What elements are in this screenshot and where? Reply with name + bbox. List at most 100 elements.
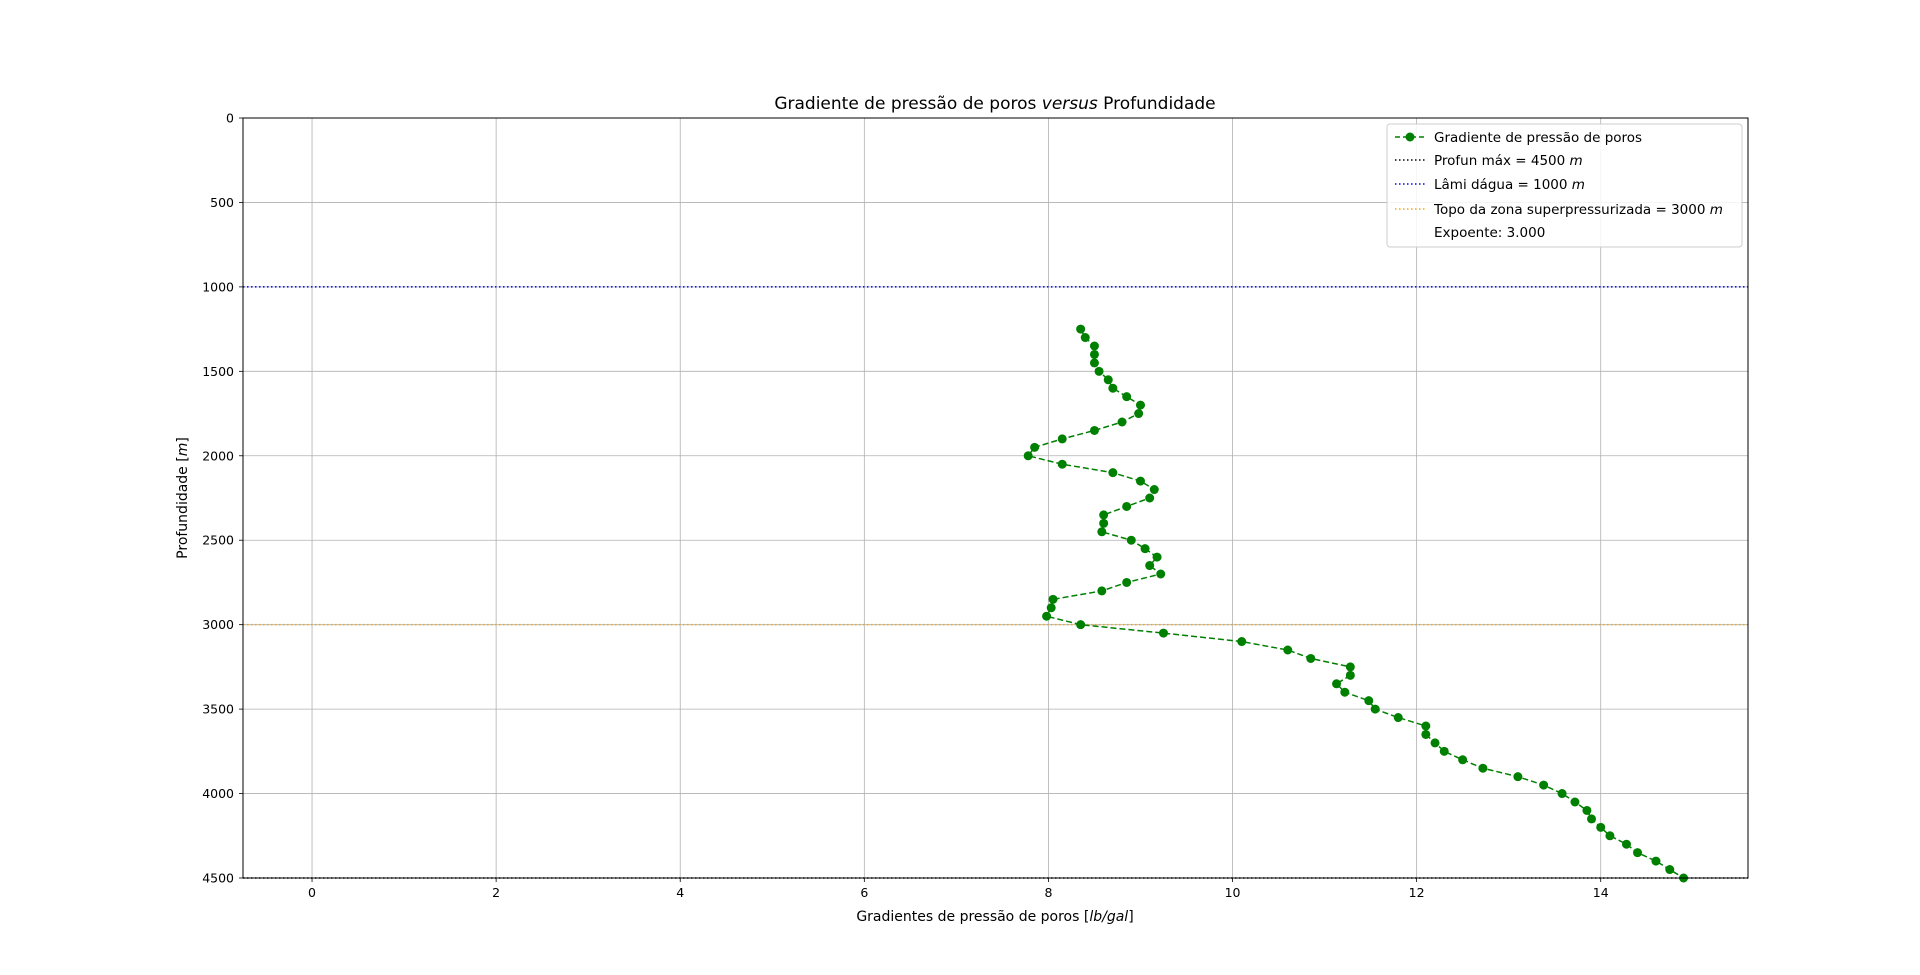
data-point xyxy=(1665,865,1675,875)
data-point xyxy=(1145,493,1155,503)
data-point xyxy=(1135,400,1145,410)
y-tick-label: 2000 xyxy=(202,448,234,463)
xlabel-part-1: Gradientes de pressão de poros [ xyxy=(856,909,1089,925)
data-point xyxy=(1651,856,1661,866)
data-point xyxy=(1122,577,1132,587)
data-point xyxy=(1421,729,1431,739)
legend-profun-max-unit: m xyxy=(1570,153,1583,169)
data-point xyxy=(1089,358,1099,368)
data-point xyxy=(1582,805,1592,815)
legend-lamina-dagua-unit: m xyxy=(1572,177,1585,193)
x-tick-label: 14 xyxy=(1593,885,1609,900)
x-axis-label: Gradientes de pressão de poros [lb/gal] xyxy=(856,909,1133,925)
y-tick-label: 500 xyxy=(210,195,234,210)
data-point xyxy=(1156,569,1166,579)
data-point xyxy=(1345,670,1355,680)
data-point xyxy=(1570,797,1580,807)
data-point xyxy=(1306,653,1316,663)
title-part-3: Profundidade xyxy=(1098,94,1216,114)
data-point xyxy=(1108,468,1118,478)
chart-title: Gradiente de pressão de poros versus Pro… xyxy=(774,94,1215,114)
data-point xyxy=(1364,696,1374,706)
legend-profun-max-text: Profun máx = 4500 xyxy=(1434,153,1570,169)
x-tick-label: 0 xyxy=(308,885,316,900)
legend-lamina-dagua-text: Lâmi dágua = 1000 xyxy=(1434,177,1572,193)
legend-label-profun-max: Profun máx = 4500 m xyxy=(1434,153,1583,169)
data-point xyxy=(1126,535,1136,545)
x-tick-label: 6 xyxy=(860,885,868,900)
data-point xyxy=(1633,848,1643,858)
legend: Gradiente de pressão de poros Profun máx… xyxy=(1386,123,1743,248)
data-point xyxy=(1042,611,1052,621)
title-part-2: versus xyxy=(1042,94,1098,114)
y-tick-label: 4500 xyxy=(202,871,234,886)
ylabel-part-3: ] xyxy=(175,437,191,442)
data-point xyxy=(1439,746,1449,756)
data-point xyxy=(1057,459,1067,469)
x-tick-label: 8 xyxy=(1044,885,1052,900)
data-point xyxy=(1076,620,1086,630)
data-point xyxy=(1621,839,1631,849)
y-tick-label: 1000 xyxy=(202,279,234,294)
data-point xyxy=(1158,628,1168,638)
data-point xyxy=(1152,552,1162,562)
data-point xyxy=(1097,527,1107,537)
y-tick-label: 3500 xyxy=(202,702,234,717)
data-point xyxy=(1089,341,1099,351)
data-point xyxy=(1094,366,1104,376)
data-point xyxy=(1421,721,1431,731)
ylabel-part-2: m xyxy=(175,443,191,457)
axes-frame xyxy=(242,117,1749,879)
y-tick-label: 2500 xyxy=(202,533,234,548)
data-point xyxy=(1046,603,1056,613)
data-point xyxy=(1103,375,1113,385)
data-point xyxy=(1099,518,1109,528)
data-point xyxy=(1478,763,1488,773)
data-point xyxy=(1140,544,1150,554)
x-tick-label: 4 xyxy=(676,885,684,900)
data-point xyxy=(1332,679,1342,689)
data-point xyxy=(1117,417,1127,427)
title-part-1: Gradiente de pressão de poros xyxy=(774,94,1041,114)
data-point xyxy=(1539,780,1549,790)
data-point xyxy=(1393,713,1403,723)
y-tick-label: 4000 xyxy=(202,786,234,801)
data-point xyxy=(1145,561,1155,571)
x-tick-label: 2 xyxy=(492,885,500,900)
y-tick-label: 0 xyxy=(226,111,234,126)
legend-expoente: Expoente: 3.000 xyxy=(1434,225,1545,241)
ylabel-part-1: Profundidade [ xyxy=(175,456,191,559)
data-point xyxy=(1513,772,1523,782)
legend-topo-zona-unit: m xyxy=(1710,202,1723,218)
legend-label-lamina-dagua: Lâmi dágua = 1000 m xyxy=(1434,177,1585,193)
data-point xyxy=(1134,409,1144,419)
legend-marker-series xyxy=(1405,132,1415,142)
data-point xyxy=(1370,704,1380,714)
data-point xyxy=(1089,349,1099,359)
data-point xyxy=(1089,425,1099,435)
data-point xyxy=(1283,645,1293,655)
x-tick-label: 12 xyxy=(1409,885,1425,900)
y-axis-label: Profundidade [m] xyxy=(175,437,191,559)
data-point xyxy=(1122,501,1132,511)
data-point xyxy=(1596,822,1606,832)
xlabel-part-2: lb/gal xyxy=(1089,909,1128,925)
x-tick-label: 10 xyxy=(1225,885,1241,900)
data-point xyxy=(1097,586,1107,596)
data-point xyxy=(1340,687,1350,697)
ticks: 0 2 4 6 8 10 12 14 0 500 1000 1500 2000 2500 3000 3500 4… xyxy=(202,111,1609,901)
y-tick-label: 3000 xyxy=(202,617,234,632)
data-point xyxy=(1023,451,1033,461)
data-point xyxy=(1057,434,1067,444)
data-point xyxy=(1080,333,1090,343)
data-point xyxy=(1430,738,1440,748)
data-point xyxy=(1135,476,1145,486)
data-point xyxy=(1587,814,1597,824)
legend-label-series: Gradiente de pressão de poros xyxy=(1434,130,1642,146)
data-point xyxy=(1048,594,1058,604)
data-point xyxy=(1458,755,1468,765)
legend-box xyxy=(1386,123,1743,248)
data-point xyxy=(1099,510,1109,520)
legend-topo-zona-text: Topo da zona superpressurizada = 3000 xyxy=(1433,202,1710,218)
data-point xyxy=(1237,637,1247,647)
